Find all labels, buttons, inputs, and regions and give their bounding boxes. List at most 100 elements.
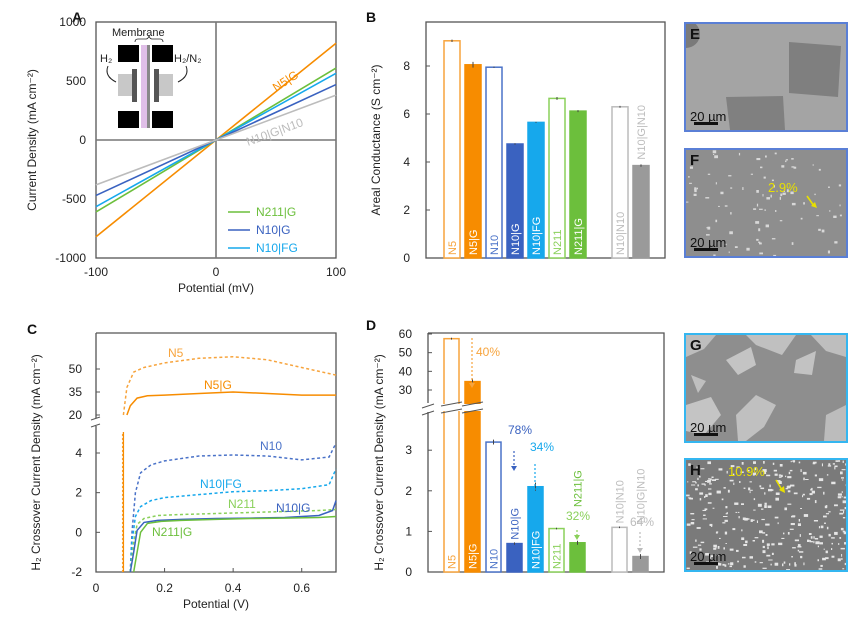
particle bbox=[840, 471, 843, 475]
particle bbox=[752, 473, 755, 476]
particle bbox=[771, 543, 775, 546]
particle bbox=[793, 492, 798, 495]
particle bbox=[707, 502, 712, 504]
particle bbox=[771, 238, 776, 240]
particle bbox=[844, 542, 846, 545]
particle bbox=[820, 525, 824, 529]
particle bbox=[815, 541, 820, 545]
particle bbox=[785, 475, 787, 478]
particle bbox=[692, 546, 698, 548]
particle bbox=[764, 209, 766, 211]
particle bbox=[765, 523, 770, 526]
particle bbox=[694, 187, 697, 191]
particle bbox=[782, 192, 786, 195]
micrograph-g-scale-label: 20 µm bbox=[690, 420, 727, 435]
particle bbox=[705, 553, 709, 556]
particle bbox=[823, 548, 825, 550]
electrode-right bbox=[154, 69, 159, 102]
particle bbox=[790, 484, 795, 487]
particle bbox=[704, 508, 708, 511]
y-tick-label: -1000 bbox=[55, 251, 86, 265]
particle bbox=[817, 545, 819, 548]
particle bbox=[812, 461, 817, 464]
particle bbox=[697, 484, 699, 487]
particle bbox=[807, 539, 810, 542]
particle bbox=[699, 548, 702, 551]
chart-d: 0 1 2 3 30 40 50 60 H₂ Crossover Current Density… bbox=[372, 327, 665, 579]
bar-label-n211-g: N211|G bbox=[573, 470, 585, 507]
particle bbox=[780, 193, 783, 197]
particle bbox=[712, 507, 715, 509]
bar-label-n211-g: N211|G bbox=[573, 218, 585, 255]
particle bbox=[724, 531, 728, 535]
right-gas-arrow-icon bbox=[177, 65, 188, 83]
particle bbox=[790, 191, 794, 195]
particle bbox=[813, 520, 818, 522]
particle bbox=[843, 510, 845, 514]
particle bbox=[743, 544, 748, 546]
bar-n5-g bbox=[464, 64, 482, 259]
particle bbox=[724, 564, 727, 567]
particle bbox=[818, 568, 823, 570]
particle bbox=[729, 565, 732, 568]
particle bbox=[778, 481, 782, 484]
annotation-n10-fg: N10|FG bbox=[200, 477, 242, 491]
particle bbox=[698, 243, 700, 245]
micrograph-g-label: G bbox=[690, 337, 702, 354]
micrograph-g-scale-bar bbox=[694, 433, 718, 436]
particle bbox=[824, 522, 826, 524]
particle bbox=[740, 471, 744, 473]
y-tick-label: 6 bbox=[403, 107, 410, 121]
particle bbox=[767, 546, 769, 550]
particle bbox=[758, 241, 761, 243]
particle bbox=[686, 567, 690, 570]
micrograph-f-arrow-icon bbox=[806, 195, 817, 208]
micrograph-g-image bbox=[686, 335, 846, 441]
particle bbox=[692, 481, 697, 483]
bar-label-n5: N5 bbox=[447, 241, 459, 255]
bar-n10-n10 bbox=[611, 526, 628, 573]
particle bbox=[736, 466, 740, 468]
particle bbox=[841, 554, 843, 557]
particle bbox=[843, 531, 846, 535]
particle bbox=[727, 563, 730, 565]
panel-label-d: D bbox=[366, 317, 376, 333]
y-tick-label: 2 bbox=[403, 203, 410, 217]
particle bbox=[738, 511, 740, 513]
particle bbox=[826, 474, 829, 476]
particle bbox=[749, 489, 753, 491]
particle bbox=[811, 487, 813, 491]
y-axis-label: H₂ Crossover Current Density (mA cm⁻²) bbox=[372, 354, 386, 570]
particle bbox=[826, 526, 829, 530]
particle bbox=[783, 190, 785, 192]
particle bbox=[831, 548, 833, 550]
inset-left-gas-label: H₂ bbox=[100, 53, 112, 65]
particle bbox=[762, 545, 765, 549]
particle bbox=[783, 561, 786, 564]
x-tick-label: 0.2 bbox=[156, 581, 173, 595]
particle bbox=[712, 479, 716, 481]
gas-diffusion-layer-right bbox=[159, 74, 173, 96]
legend-label-n211-g: N211|G bbox=[256, 205, 296, 219]
particle bbox=[810, 488, 812, 491]
particle bbox=[787, 503, 792, 505]
particle bbox=[810, 536, 813, 539]
y-axis-label: Current Density (mA cm⁻²) bbox=[25, 69, 39, 211]
particle bbox=[766, 197, 770, 200]
axis-break-mark bbox=[461, 408, 484, 414]
particle bbox=[797, 546, 802, 548]
particle bbox=[734, 502, 739, 505]
particle bbox=[763, 461, 765, 464]
particle bbox=[789, 469, 793, 472]
micrograph-h-label: H bbox=[690, 462, 701, 479]
particle bbox=[724, 205, 728, 207]
particle bbox=[698, 472, 700, 474]
y-tick-label: 1000 bbox=[59, 15, 86, 29]
particle bbox=[762, 550, 766, 554]
particle bbox=[837, 496, 842, 499]
particle bbox=[716, 566, 718, 569]
particle bbox=[694, 189, 697, 193]
y-tick-label: 0 bbox=[403, 251, 410, 265]
particle bbox=[787, 532, 790, 535]
